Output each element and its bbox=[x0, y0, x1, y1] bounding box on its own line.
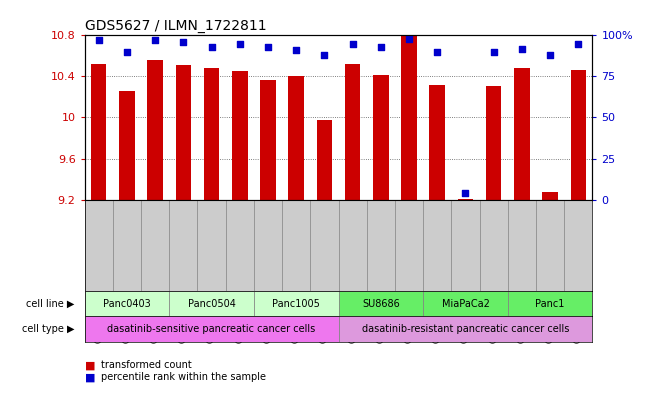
Bar bbox=[423, 291, 508, 316]
Bar bbox=[232, 71, 247, 200]
Bar bbox=[288, 76, 304, 200]
Bar bbox=[260, 79, 276, 200]
Point bbox=[178, 39, 189, 45]
Bar bbox=[316, 119, 332, 200]
Point bbox=[376, 44, 386, 50]
Bar bbox=[508, 291, 592, 316]
Point bbox=[517, 45, 527, 51]
Bar bbox=[85, 316, 339, 342]
Text: dasatinib-resistant pancreatic cancer cells: dasatinib-resistant pancreatic cancer ce… bbox=[362, 324, 569, 334]
Point bbox=[122, 49, 132, 55]
Bar bbox=[542, 193, 558, 200]
Point bbox=[488, 49, 499, 55]
Text: dasatinib-sensitive pancreatic cancer cells: dasatinib-sensitive pancreatic cancer ce… bbox=[107, 324, 316, 334]
Bar bbox=[514, 68, 530, 200]
Point bbox=[94, 37, 104, 44]
Text: GDS5627 / ILMN_1722811: GDS5627 / ILMN_1722811 bbox=[85, 19, 266, 33]
Bar bbox=[147, 60, 163, 200]
Text: Panc1: Panc1 bbox=[535, 299, 565, 309]
Point bbox=[263, 44, 273, 50]
Bar bbox=[119, 91, 135, 200]
Text: Panc1005: Panc1005 bbox=[272, 299, 320, 309]
Point bbox=[234, 40, 245, 47]
Point bbox=[460, 190, 471, 196]
Bar bbox=[91, 64, 107, 200]
Point bbox=[150, 37, 160, 44]
Point bbox=[319, 52, 329, 58]
Text: SU8686: SU8686 bbox=[362, 299, 400, 309]
Text: transformed count: transformed count bbox=[101, 360, 191, 371]
Bar bbox=[85, 291, 169, 316]
Text: Panc0504: Panc0504 bbox=[187, 299, 236, 309]
Point bbox=[291, 47, 301, 53]
Bar bbox=[458, 198, 473, 200]
Bar bbox=[570, 70, 586, 200]
Bar bbox=[486, 86, 501, 200]
Bar bbox=[345, 64, 361, 200]
Point bbox=[432, 49, 443, 55]
Point bbox=[573, 40, 583, 47]
Point bbox=[206, 44, 217, 50]
Text: MiaPaCa2: MiaPaCa2 bbox=[441, 299, 490, 309]
Bar bbox=[204, 68, 219, 200]
Point bbox=[404, 35, 414, 42]
Text: ■: ■ bbox=[85, 372, 95, 382]
Bar bbox=[176, 65, 191, 200]
Text: percentile rank within the sample: percentile rank within the sample bbox=[101, 372, 266, 382]
Bar bbox=[254, 291, 339, 316]
Text: cell type ▶: cell type ▶ bbox=[22, 324, 74, 334]
Bar bbox=[373, 75, 389, 200]
Bar bbox=[339, 291, 423, 316]
Point bbox=[348, 40, 358, 47]
Bar bbox=[401, 35, 417, 200]
Text: Panc0403: Panc0403 bbox=[103, 299, 151, 309]
Bar bbox=[430, 84, 445, 200]
Text: cell line ▶: cell line ▶ bbox=[26, 299, 74, 309]
Bar bbox=[169, 291, 254, 316]
Point bbox=[545, 52, 555, 58]
Text: ■: ■ bbox=[85, 360, 95, 371]
Bar bbox=[339, 316, 592, 342]
